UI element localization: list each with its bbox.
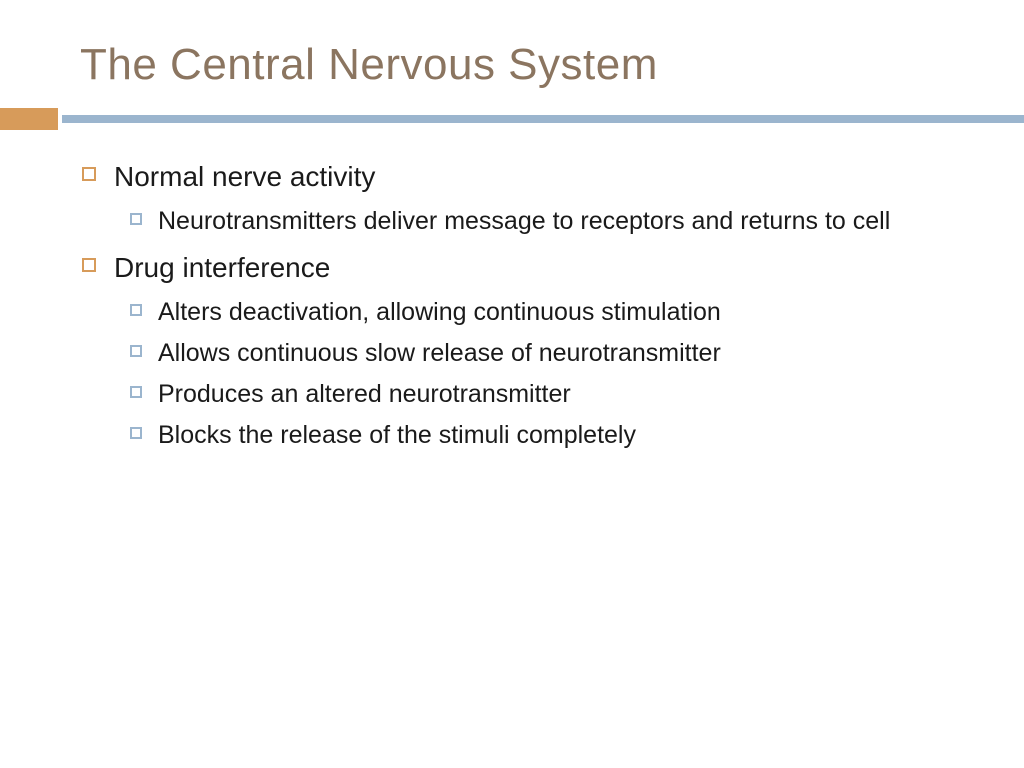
- slide-title: The Central Nervous System: [0, 40, 1024, 90]
- title-divider: [0, 108, 1024, 130]
- list-item: Drug interference: [82, 249, 964, 287]
- square-bullet-icon: [130, 427, 142, 439]
- content-area: Normal nerve activity Neurotransmitters …: [0, 158, 1024, 453]
- square-bullet-icon: [82, 167, 96, 181]
- list-item-text: Produces an altered neurotransmitter: [158, 377, 571, 412]
- square-bullet-icon: [130, 213, 142, 225]
- square-bullet-icon: [130, 304, 142, 316]
- list-item-text: Normal nerve activity: [114, 158, 375, 196]
- divider-bar: [62, 115, 1024, 123]
- slide-container: The Central Nervous System Normal nerve …: [0, 0, 1024, 768]
- list-item: Neurotransmitters deliver message to rec…: [130, 204, 964, 239]
- square-bullet-icon: [82, 258, 96, 272]
- list-item: Produces an altered neurotransmitter: [130, 377, 964, 412]
- accent-block: [0, 108, 58, 130]
- square-bullet-icon: [130, 345, 142, 357]
- list-item: Blocks the release of the stimuli comple…: [130, 418, 964, 453]
- list-item: Alters deactivation, allowing continuous…: [130, 295, 964, 330]
- list-item-text: Blocks the release of the stimuli comple…: [158, 418, 636, 453]
- list-item-text: Allows continuous slow release of neurot…: [158, 336, 721, 371]
- list-item: Normal nerve activity: [82, 158, 964, 196]
- sub-list: Neurotransmitters deliver message to rec…: [82, 204, 964, 239]
- list-item-text: Neurotransmitters deliver message to rec…: [158, 204, 890, 239]
- list-item-text: Drug interference: [114, 249, 330, 287]
- sub-list: Alters deactivation, allowing continuous…: [82, 295, 964, 453]
- list-item-text: Alters deactivation, allowing continuous…: [158, 295, 721, 330]
- list-item: Allows continuous slow release of neurot…: [130, 336, 964, 371]
- square-bullet-icon: [130, 386, 142, 398]
